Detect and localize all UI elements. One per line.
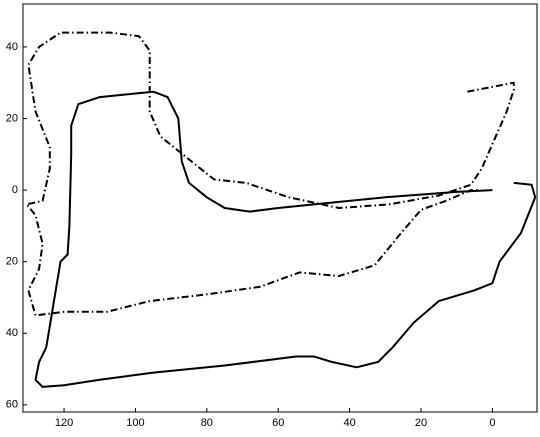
trajectory-line bbox=[34, 90, 537, 388]
x-tick-label: 20 bbox=[415, 417, 427, 429]
y-tick-label: 40 bbox=[6, 327, 18, 339]
x-tick-label: 80 bbox=[201, 417, 213, 429]
y-tick-label: 20 bbox=[6, 256, 18, 268]
y-tick-label: 20 bbox=[6, 112, 18, 124]
trajectory-line bbox=[25, 31, 515, 317]
x-tick-label: 60 bbox=[272, 417, 284, 429]
y-tick-label: 40 bbox=[6, 41, 18, 53]
x-tick-label: 100 bbox=[126, 417, 144, 429]
y-tick-label: 60 bbox=[6, 399, 18, 411]
x-tick-label: 120 bbox=[55, 417, 73, 429]
y-tick-label: 0 bbox=[12, 184, 18, 196]
plot-frame bbox=[22, 3, 538, 413]
x-tick-label: 0 bbox=[489, 417, 495, 429]
x-tick-label: 40 bbox=[343, 417, 355, 429]
